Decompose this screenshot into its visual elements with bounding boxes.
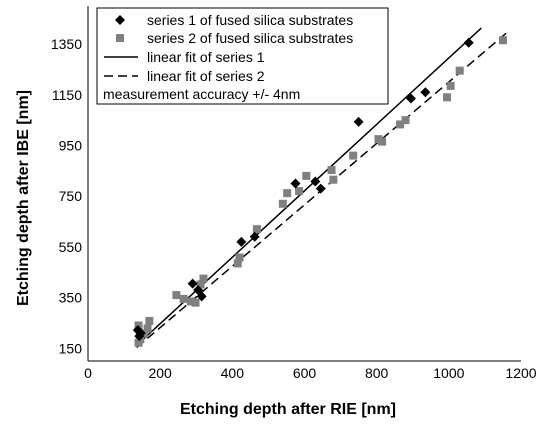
legend-marker-series-1 [115, 15, 125, 25]
series-1-point [236, 236, 247, 247]
x-tick-label: 600 [293, 365, 317, 381]
y-tick-label: 1350 [51, 36, 82, 52]
x-tick-label: 1200 [505, 365, 536, 381]
x-tick-label: 1000 [433, 365, 464, 381]
series-1-point [315, 183, 326, 194]
series-2-point [455, 66, 464, 75]
x-tick-label: 400 [221, 365, 245, 381]
series-2-point [446, 81, 455, 90]
legend-note-accuracy: measurement accuracy +/- 4nm [103, 86, 300, 102]
x-axis-title: Etching depth after RIE [nm] [180, 401, 396, 418]
series-1-point [463, 37, 474, 48]
series-1-point [405, 93, 416, 104]
series-2-point [443, 93, 452, 102]
series-2-point [199, 274, 208, 283]
legend-box [96, 7, 389, 105]
plot-area: 0 200 400 600 800 1000 1200 150 350 550 750 950 1150… [51, 6, 537, 381]
x-tick-label: 0 [84, 365, 92, 381]
series-2-point [233, 259, 242, 268]
fit-line-series-1 [136, 27, 482, 346]
series-2-point [172, 291, 181, 300]
series-2-point [329, 175, 338, 184]
series-2-point [145, 316, 154, 325]
y-tick-label: 950 [59, 137, 83, 153]
series-2-point [283, 189, 292, 198]
series-2-point [179, 294, 188, 303]
series-2-point [134, 321, 143, 330]
series-1-point [196, 291, 207, 302]
legend-label-fit-2: linear fit of series 2 [147, 68, 265, 84]
legend-marker-series-2 [116, 34, 124, 42]
series-1-point [353, 116, 364, 127]
series-2-point [191, 298, 200, 307]
legend-label-series-2: series 2 of fused silica substrates [147, 30, 353, 46]
y-tick-label: 350 [59, 290, 83, 306]
series-2-point [252, 225, 261, 234]
series-2-point [196, 280, 205, 289]
series-2-point [186, 297, 195, 306]
y-tick-label: 1150 [52, 87, 82, 103]
series-2-point [235, 253, 244, 262]
y-tick-label: 750 [59, 188, 83, 204]
series-1-point [420, 87, 431, 98]
series-2-point [143, 324, 152, 333]
x-tick-label: 800 [365, 365, 389, 381]
series-1-point [290, 178, 301, 189]
series-1-point [135, 328, 146, 339]
series-2-point [378, 137, 387, 146]
legend-label-series-1: series 1 of fused silica substrates [147, 12, 353, 28]
series-2-point [278, 199, 287, 208]
legend: series 1 of fused silica substrates seri… [96, 7, 389, 105]
y-tick-label: 550 [59, 239, 83, 255]
series-2-point [302, 171, 311, 180]
series-1-point [249, 231, 260, 242]
x-tick-label: 200 [148, 365, 172, 381]
series-2-point [498, 36, 507, 45]
series-2-point [327, 166, 336, 175]
series-1-point [187, 278, 198, 289]
series-1-point [310, 176, 321, 187]
series-2-point [396, 120, 405, 129]
legend-label-fit-1: linear fit of series 1 [147, 49, 265, 65]
y-tick-label: 150 [59, 340, 83, 356]
series-2-point [349, 151, 358, 160]
series-2-point [295, 187, 304, 196]
y-axis-title: Etching depth after IBE [nm] [15, 90, 32, 306]
series-2-point [401, 116, 410, 125]
